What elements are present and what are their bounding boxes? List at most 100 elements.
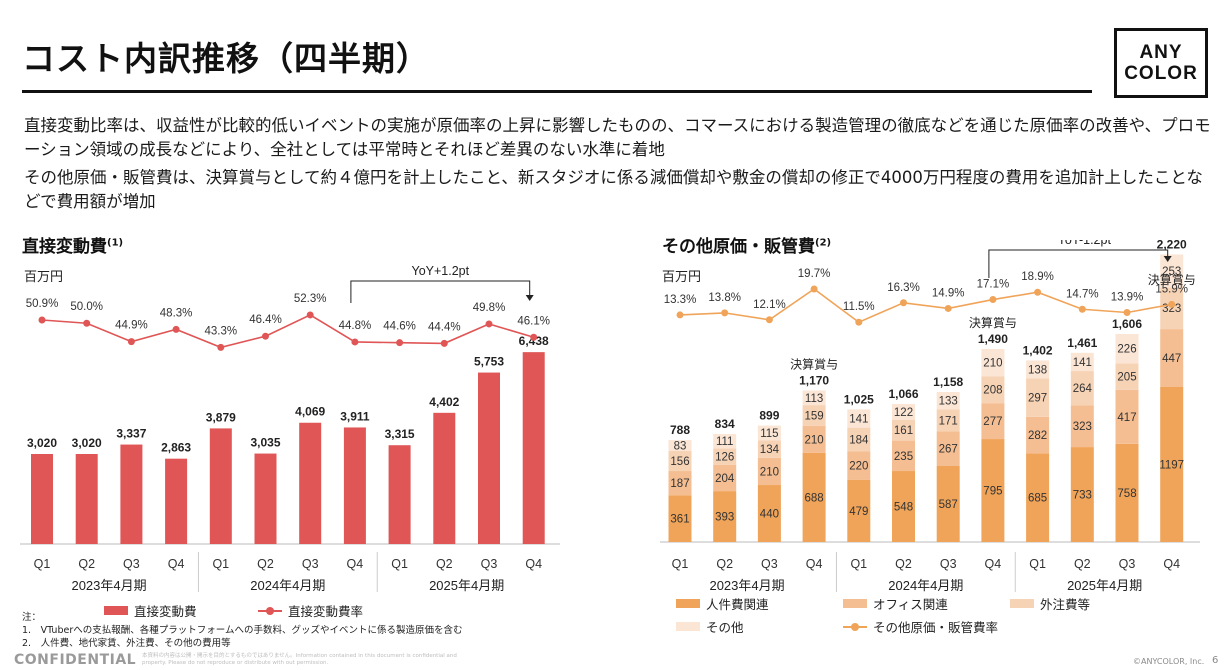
x-tick-label: Q4	[985, 557, 1002, 571]
stack-segment-office	[1115, 389, 1139, 444]
x-tick-label: Q1	[212, 557, 229, 571]
x-tick-label: Q2	[1074, 557, 1091, 571]
rate-label: 14.9%	[932, 287, 965, 299]
bar-value-label: 5,753	[474, 355, 504, 369]
confidential-label: CONFIDENTIAL	[14, 652, 137, 668]
rate-label: 43.3%	[204, 325, 237, 337]
summary-text: 直接変動比率は、収益性が比較的低いイベントの実施が原価率の上昇に影響したものの、…	[24, 114, 1214, 218]
stack-segment-office	[802, 425, 826, 453]
x-tick-label: Q2	[78, 557, 95, 571]
stack-segment-other	[1115, 334, 1139, 364]
segment-value-label: 141	[849, 414, 868, 426]
bonus-label: 決算賞与	[790, 356, 838, 371]
stack-segment-outsourcing	[802, 405, 826, 426]
yoy-arrow-head	[1163, 256, 1172, 262]
x-tick-label: Q1	[34, 557, 51, 571]
segment-value-label: 323	[1073, 421, 1092, 433]
stack-segment-outsourcing	[892, 419, 915, 441]
title-underline	[22, 90, 1092, 93]
segment-value-label: 267	[939, 444, 958, 456]
segment-value-label: 1197	[1159, 459, 1184, 471]
legend-other-cost-rate: その他原価・販管費率	[843, 617, 998, 636]
x-tick-label: Q2	[895, 557, 912, 571]
rate-label: 18.9%	[1021, 271, 1054, 283]
stack-segment-outsourcing	[1160, 287, 1184, 330]
segment-value-label: 113	[805, 393, 823, 405]
x-tick-label: Q1	[850, 557, 867, 571]
legend-label-bar: 直接変動費	[134, 604, 197, 619]
legend-swatch-orange-line	[843, 622, 867, 631]
stack-segment-outsourcing	[1070, 371, 1094, 406]
x-group-label: 2025年4月期	[429, 578, 504, 593]
rate-label: 48.3%	[160, 307, 193, 319]
disclaimer-text: 本資料の内容は公開・開示を目的とするものではありません。Information …	[142, 653, 457, 666]
total-value-label: 1,402	[1023, 343, 1053, 357]
segment-value-label: 126	[715, 452, 734, 464]
bonus-label-top: 決算賞与	[1148, 272, 1196, 287]
total-value-label: 1,461	[1067, 336, 1097, 350]
total-value-label: 1,025	[844, 392, 874, 406]
bar-value-label: 3,020	[27, 436, 57, 450]
page-number: 6	[1212, 655, 1219, 666]
segment-value-label: 548	[894, 502, 913, 514]
rate-point	[1168, 300, 1176, 308]
bar-value-label: 3,035	[250, 436, 280, 450]
segment-value-label: 187	[670, 478, 689, 490]
legend-label-outsourcing: 外注費等	[1040, 597, 1091, 612]
legend-label-office: オフィス関連	[873, 597, 948, 612]
right-chart-title-footnote: (2)	[815, 237, 832, 249]
stack-segment-personnel	[802, 452, 826, 542]
rate-label: 46.1%	[517, 315, 550, 327]
rate-label: 12.1%	[753, 299, 786, 311]
footnote-2: 2. 人件費、地代家賃、外注費、その他の費用等	[22, 638, 231, 649]
rate-label: 44.6%	[383, 321, 416, 333]
segment-value-label: 161	[894, 425, 913, 437]
segment-value-label: 733	[1073, 490, 1092, 502]
stack-segment-other	[757, 425, 781, 441]
bar-value-label: 4,069	[295, 405, 325, 419]
stack-segment-office	[668, 471, 692, 496]
stack-segment-other	[847, 409, 871, 428]
stack-segment-office	[981, 403, 1005, 440]
right-chart-title: その他原価・販管費(2)	[662, 232, 831, 257]
x-tick-label: Q3	[940, 557, 957, 571]
stack-segment-outsourcing	[713, 448, 737, 465]
x-tick-label: Q1	[1029, 557, 1046, 571]
segment-value-label: 122	[894, 407, 913, 419]
rate-label: 19.7%	[798, 268, 831, 280]
footnote-1: 1. VTuberへの支払報酬、各種プラットフォームへの手数料、グッズやイベント…	[22, 625, 463, 636]
stack-segment-personnel	[757, 485, 781, 542]
rate-point	[721, 309, 729, 317]
legend-swatch-line	[258, 606, 282, 615]
rate-point	[83, 319, 91, 327]
stack-segment-outsourcing	[1115, 363, 1139, 390]
segment-value-label: 134	[760, 444, 780, 456]
segment-value-label: 282	[1028, 430, 1047, 442]
segment-value-label: 685	[1028, 493, 1047, 505]
rate-label: 52.3%	[294, 293, 327, 305]
rate-point	[530, 333, 538, 341]
segment-value-label: 393	[715, 512, 734, 524]
rate-point	[440, 339, 448, 347]
legend-outsourcing: 外注費等	[1010, 594, 1090, 613]
x-tick-label: Q2	[716, 557, 733, 571]
segment-value-label: 171	[939, 415, 958, 427]
bar-value-label: 3,020	[72, 436, 102, 450]
stack-segment-office	[757, 457, 781, 486]
x-tick-label: Q3	[123, 557, 140, 571]
rate-point	[127, 338, 135, 346]
segment-value-label: 447	[1162, 353, 1181, 365]
segment-value-label: 361	[670, 514, 689, 526]
segment-value-label: 204	[715, 473, 735, 485]
total-value-label: 899	[759, 409, 779, 423]
bar-direct-variable-cost	[165, 458, 188, 544]
total-value-label: 1,158	[933, 375, 963, 389]
legend-label-line: 直接変動費率	[288, 604, 364, 619]
rate-line	[679, 288, 1172, 324]
right-chart-unit: 百万円	[662, 270, 702, 285]
rate-point	[676, 311, 684, 319]
stack-segment-office	[1070, 405, 1094, 448]
segment-value-label: 226	[1117, 344, 1136, 356]
segment-value-label: 156	[670, 456, 689, 468]
segment-value-label: 479	[849, 506, 868, 518]
